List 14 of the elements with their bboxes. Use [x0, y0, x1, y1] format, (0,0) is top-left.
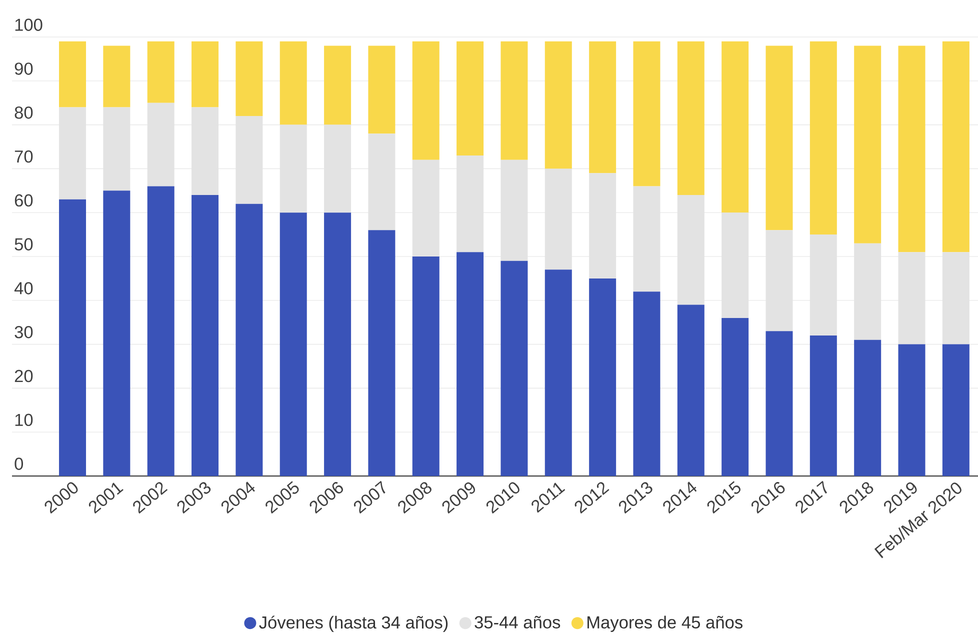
y-tick-label: 40	[14, 282, 33, 294]
y-tick-label: 60	[14, 194, 33, 207]
y-tick-label: 80	[14, 106, 33, 119]
y-tick-label: 0	[14, 458, 24, 470]
legend-label: 35-44 años	[474, 616, 560, 628]
legend-label: Jóvenes (hasta 34 años)	[259, 616, 448, 632]
y-tick-label: 30	[14, 326, 33, 338]
y-tick-label: 50	[14, 238, 33, 250]
y-tick-label: 70	[14, 150, 33, 163]
y-tick-label: 100	[15, 18, 42, 31]
y-tick-label: 20	[14, 370, 33, 382]
legend-label: Mayores de 45 años	[588, 616, 742, 632]
y-tick-label: 90	[14, 62, 33, 75]
y-tick-label: 10	[15, 414, 33, 426]
